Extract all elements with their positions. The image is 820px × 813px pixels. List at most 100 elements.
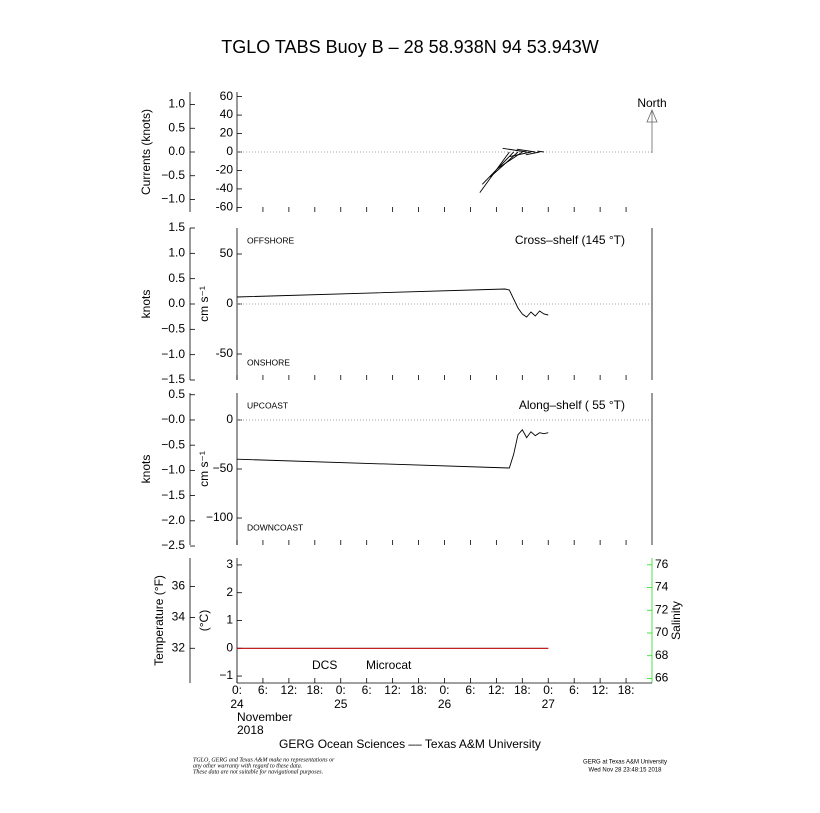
current-stick xyxy=(516,148,536,153)
y-tick-label: 20 xyxy=(220,126,234,140)
x-tick-label: 6: xyxy=(258,683,268,697)
y2-tick-label: 66 xyxy=(655,671,669,685)
chart-title: TGLO TABS Buoy B – 28 58.938N 94 53.943W xyxy=(221,37,599,57)
y2-tick-label: 76 xyxy=(655,557,669,571)
x-tick-label: 0: xyxy=(336,683,346,697)
outer-y-label: Currents (knots) xyxy=(139,109,153,195)
y-tick-label: 1 xyxy=(226,613,233,627)
outer-y-tick-label: 0.5 xyxy=(168,120,185,134)
outer-y-tick-label: −1.0 xyxy=(161,192,185,206)
y-tick-label: 0 xyxy=(226,640,233,654)
heading: Cross–shelf (145 °T) xyxy=(515,233,625,247)
y-tick-label: -20 xyxy=(216,163,234,177)
x-day-label: 26 xyxy=(438,697,452,711)
y-tick-label: −1 xyxy=(219,668,233,682)
lower-label: ONSHORE xyxy=(247,357,290,367)
y2-tick-label: 74 xyxy=(655,580,669,594)
outer-y-tick-label: −1.5 xyxy=(161,488,185,502)
x-month-label: November xyxy=(237,710,292,724)
upper-label: OFFSHORE xyxy=(247,235,295,245)
y-tick-label: −50 xyxy=(213,461,234,475)
legend-entry: DCS xyxy=(312,658,337,672)
y-tick-label: 2 xyxy=(226,585,233,599)
series-line xyxy=(236,428,549,469)
x-tick-label: 18: xyxy=(618,683,635,697)
lower-label: DOWNCOAST xyxy=(247,522,303,532)
y-tick-label: -50 xyxy=(216,346,234,360)
outer-y-label: knots xyxy=(139,290,153,319)
x-day-label: 24 xyxy=(230,697,244,711)
current-stick xyxy=(502,147,527,153)
credit: Wed Nov 28 23:48:15 2018 xyxy=(589,768,663,774)
outer-y-tick-label: 34 xyxy=(172,610,186,624)
x-tick-label: 0: xyxy=(232,683,242,697)
y2-tick-label: 70 xyxy=(655,625,669,639)
x-tick-label: 12: xyxy=(488,683,505,697)
x-tick-label: 0: xyxy=(439,683,449,697)
footer: GERG Ocean Sciences –– Texas A&M Univers… xyxy=(279,737,541,751)
outer-y-tick-label: −0.0 xyxy=(161,412,185,426)
outer-y-tick-label: −0.5 xyxy=(161,168,185,182)
outer-y-tick-label: 36 xyxy=(172,579,186,593)
outer-y-tick-label: 1.5 xyxy=(168,220,185,234)
outer-y-tick-label: 0.5 xyxy=(168,387,185,401)
outer-y-tick-label: −0.5 xyxy=(161,437,185,451)
x-tick-label: 12: xyxy=(384,683,401,697)
legend-entry: Microcat xyxy=(366,658,412,672)
x-day-label: 25 xyxy=(334,697,348,711)
north-label: North xyxy=(637,96,666,110)
y-label: (°C) xyxy=(197,610,211,631)
current-stick xyxy=(537,150,544,153)
outer-y-tick-label: 0.0 xyxy=(168,296,185,310)
outer-y-tick-label: 1.0 xyxy=(168,246,185,260)
y-tick-label: −100 xyxy=(206,510,233,524)
x-tick-label: 12: xyxy=(592,683,609,697)
x-tick-label: 18: xyxy=(306,683,323,697)
y-tick-label: 0 xyxy=(226,412,233,426)
outer-y-label: knots xyxy=(139,455,153,484)
y-tick-label: 0 xyxy=(226,296,233,310)
outer-y-tick-label: 0.5 xyxy=(168,271,185,285)
y-label: cm s⁻¹ xyxy=(197,286,211,322)
y2-label: Salinity xyxy=(669,601,683,640)
outer-y-tick-label: 1.0 xyxy=(168,97,185,111)
x-tick-label: 18: xyxy=(514,683,531,697)
y2-tick-label: 68 xyxy=(655,648,669,662)
outer-y-tick-label: 0.0 xyxy=(168,144,185,158)
y-tick-label: 50 xyxy=(220,246,234,260)
disclaimer: TGLO, GERG and Texas A&M make no represe… xyxy=(193,757,335,763)
y2-tick-label: 72 xyxy=(655,602,669,616)
outer-y-tick-label: 32 xyxy=(172,640,186,654)
x-tick-label: 0: xyxy=(543,683,553,697)
y-label: cm s⁻¹ xyxy=(197,451,211,487)
y-tick-label: -40 xyxy=(216,181,234,195)
y-tick-label: 3 xyxy=(226,557,233,571)
current-stick xyxy=(479,151,510,193)
outer-y-tick-label: −1.0 xyxy=(161,463,185,477)
x-day-label: 27 xyxy=(542,697,556,711)
x-year-label: 2018 xyxy=(237,723,264,737)
current-stick xyxy=(509,151,532,158)
y-tick-label: 40 xyxy=(220,107,234,121)
outer-y-tick-label: −1.5 xyxy=(161,372,185,386)
disclaimer: These data are not suitable for navigati… xyxy=(193,768,323,775)
y-tick-label: 0 xyxy=(226,144,233,158)
upper-label: UPCOAST xyxy=(247,400,288,410)
series-line xyxy=(236,288,549,318)
outer-y-tick-label: −1.0 xyxy=(161,347,185,361)
heading: Along–shelf ( 55 °T) xyxy=(519,398,625,412)
x-tick-label: 6: xyxy=(362,683,372,697)
x-tick-label: 18: xyxy=(410,683,427,697)
disclaimer: any other warranty with regard to these … xyxy=(193,763,302,769)
current-stick xyxy=(525,151,540,156)
outer-y-label: Temperature (°F) xyxy=(152,575,166,666)
y-tick-label: -60 xyxy=(216,200,234,214)
x-tick-label: 12: xyxy=(281,683,298,697)
credit: GERG at Texas A&M University xyxy=(583,760,667,766)
x-tick-label: 6: xyxy=(569,683,579,697)
x-tick-label: 6: xyxy=(465,683,475,697)
outer-y-tick-label: −0.5 xyxy=(161,322,185,336)
y-tick-label: 60 xyxy=(220,89,234,103)
outer-y-tick-label: −2.0 xyxy=(161,513,185,527)
outer-y-tick-label: −2.5 xyxy=(161,538,185,552)
